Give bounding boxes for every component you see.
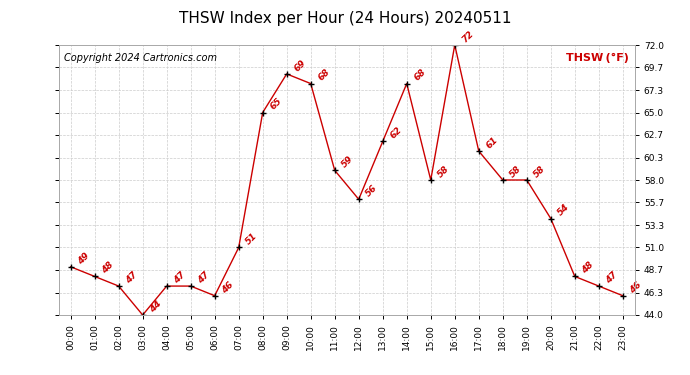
Text: 58: 58 (436, 164, 451, 179)
Text: 61: 61 (484, 135, 500, 150)
Text: Copyright 2024 Cartronics.com: Copyright 2024 Cartronics.com (64, 53, 217, 63)
Text: 46: 46 (220, 280, 235, 295)
Text: 72: 72 (460, 29, 475, 44)
Text: 69: 69 (293, 58, 308, 73)
Text: 56: 56 (364, 183, 380, 198)
Text: 59: 59 (340, 154, 355, 170)
Text: 47: 47 (124, 270, 139, 285)
Text: 44: 44 (148, 299, 164, 314)
Text: 48: 48 (100, 261, 115, 276)
Text: 62: 62 (388, 126, 404, 141)
Text: 58: 58 (509, 164, 524, 179)
Text: 46: 46 (629, 280, 644, 295)
Text: 68: 68 (413, 68, 428, 83)
Text: 47: 47 (196, 270, 211, 285)
Text: 49: 49 (76, 251, 91, 266)
Text: THSW (°F): THSW (°F) (566, 53, 629, 63)
Text: THSW Index per Hour (24 Hours) 20240511: THSW Index per Hour (24 Hours) 20240511 (179, 11, 511, 26)
Text: 47: 47 (172, 270, 188, 285)
Text: 47: 47 (604, 270, 620, 285)
Text: 51: 51 (244, 231, 259, 247)
Text: 48: 48 (580, 261, 595, 276)
Text: 58: 58 (532, 164, 548, 179)
Text: 68: 68 (316, 68, 331, 83)
Text: 54: 54 (556, 202, 571, 218)
Text: 65: 65 (268, 96, 284, 112)
